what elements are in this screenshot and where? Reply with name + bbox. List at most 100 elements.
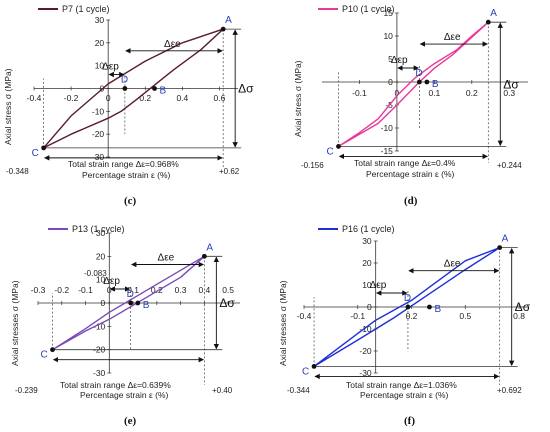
point-a-label: A: [502, 234, 509, 245]
x-tick-label: 0.2: [406, 311, 418, 321]
y-axis-label: Axial stress σ (MPa): [293, 60, 303, 137]
point-a-marker: [201, 253, 207, 259]
x-tick-label: 0.2: [151, 285, 163, 295]
total-strain-note: Total strain range Δε=1.036%: [346, 380, 457, 390]
point-c-label: C: [326, 146, 333, 157]
elastic-strain-label: Δεe: [444, 32, 461, 43]
y-tick-label: 15: [383, 8, 393, 18]
x-tick-label: 0.2: [466, 88, 478, 98]
point-d-label: D: [121, 75, 128, 86]
x-tick-label: -0.1: [350, 311, 365, 321]
legend-label: P16 (1 cycle): [342, 224, 395, 234]
plastic-strain-label: Δεp: [370, 280, 387, 291]
x-axis-label: Percentage strain ε (%): [82, 170, 171, 180]
plastic-strain-label: Δεp: [103, 276, 120, 287]
x-tick-label: 0.1: [428, 88, 440, 98]
hysteresis-loop: [338, 21, 489, 148]
x-tick-label: -0.2: [64, 93, 79, 103]
eps-min-label: -0.239: [15, 386, 38, 395]
x-tick-label: 0: [106, 93, 111, 103]
point-a-marker: [497, 245, 503, 251]
eps-max-label: +0.62: [219, 167, 240, 176]
y-tick-label: 0: [388, 77, 393, 87]
legend-label: P7 (1 cycle): [62, 4, 110, 14]
panel-e: P13 (1 cycle) Axial stresses σ (MPa) Tot…: [10, 224, 240, 427]
x-tick-label: 0: [395, 88, 400, 98]
point-b-marker: [152, 86, 157, 91]
point-c-marker: [41, 145, 47, 151]
y-tick-label: 10: [95, 61, 105, 71]
x-axis-label: Percentage strain ε (%): [360, 390, 449, 400]
y-axis-label: Axial stresses σ (MPa): [10, 280, 20, 366]
point-a-label: A: [206, 242, 213, 253]
panel-f: P16 (1 cycle) Axial stresses σ (MPa) Tot…: [278, 224, 531, 427]
stress-range-label: Δσ: [238, 82, 254, 96]
point-b-label: B: [432, 79, 439, 90]
y-tick-label: -30: [93, 368, 106, 378]
point-b-marker: [424, 79, 430, 85]
point-b-marker: [135, 300, 141, 306]
point-c-label: C: [32, 148, 39, 159]
x-tick-label: -0.4: [297, 311, 312, 321]
y-tick-label: 5: [388, 54, 393, 64]
x-axis-label: Percentage strain ε (%): [80, 390, 169, 400]
y-tick-label: -10: [92, 106, 105, 116]
point-d-marker: [405, 304, 411, 310]
y-tick-label: -30: [359, 368, 372, 378]
total-strain-note: Total strain range Δε=0.4%: [354, 158, 456, 168]
y-tick-label: 20: [362, 258, 372, 268]
legend-label: P13 (1 cycle): [72, 224, 125, 234]
point-d-label: D: [415, 68, 422, 79]
eps-min-label: -0.348: [6, 167, 29, 176]
x-tick-label: -0.2: [54, 285, 69, 295]
x-tick-label: 0.5: [222, 285, 234, 295]
stress-range-label: Δσ: [515, 300, 531, 314]
eps-min-label: -0.156: [301, 161, 324, 170]
y-tick-label: -10: [93, 321, 106, 331]
x-tick-label: 0.2: [139, 93, 151, 103]
point-d-label: D: [404, 293, 411, 304]
eps-min-label: -0.344: [287, 386, 310, 395]
eps-max-label: +0.244: [497, 161, 522, 170]
point-a-label: A: [225, 15, 232, 26]
x-tick-label: 0.5: [459, 311, 471, 321]
x-tick-label: 0.4: [176, 93, 188, 103]
y-axis-label: Axial stresses σ (MPa): [278, 280, 288, 366]
point-c-marker: [311, 364, 317, 369]
x-tick-label: 0.1: [127, 285, 139, 295]
point-b-marker: [427, 304, 432, 310]
point-b-label: B: [160, 86, 167, 97]
x-tick-label: 0: [107, 285, 112, 295]
y-tick-label: -15: [381, 146, 394, 156]
elastic-strain-label: Δεe: [164, 39, 181, 50]
point-c-label: C: [302, 366, 309, 377]
y-tick-label: 30: [362, 236, 372, 246]
panel-c: P7 (1 cycle) Axial stress σ (MPa) Total …: [3, 4, 254, 207]
elastic-strain-label: Δεe: [444, 259, 461, 270]
x-axis-label: Percentage strain ε (%): [366, 169, 455, 179]
y-tick-label: 20: [96, 251, 106, 261]
y-tick-label: -20: [359, 346, 372, 356]
plastic-strain-label: Δεp: [391, 55, 408, 66]
point-c-marker: [336, 144, 341, 149]
total-strain-note: Total strain range Δε=0.968%: [68, 159, 179, 169]
x-tick-label: 0.6: [214, 93, 226, 103]
elastic-strain-label: Δεe: [158, 253, 175, 264]
y-tick-label: 30: [95, 15, 105, 25]
y-tick-label: 10: [383, 31, 393, 41]
y-tick-label: 10: [362, 280, 372, 290]
eps-max-label: +0.692: [497, 386, 522, 395]
point-d-marker: [416, 79, 422, 85]
point-c-label: C: [40, 350, 47, 361]
point-d-marker: [122, 86, 128, 91]
y-tick-label: 20: [95, 38, 105, 48]
y-tick-label: 0: [367, 302, 372, 312]
point-d-label: D: [127, 289, 134, 300]
x-tick-label: -0.1: [352, 88, 367, 98]
stress-range-label: Δσ: [219, 296, 235, 310]
y-tick-label: 10: [96, 275, 106, 285]
panel-caption: (e): [124, 415, 137, 427]
eps-max-label: +0.40: [212, 386, 233, 395]
x-tick-label: 0.8: [513, 311, 525, 321]
